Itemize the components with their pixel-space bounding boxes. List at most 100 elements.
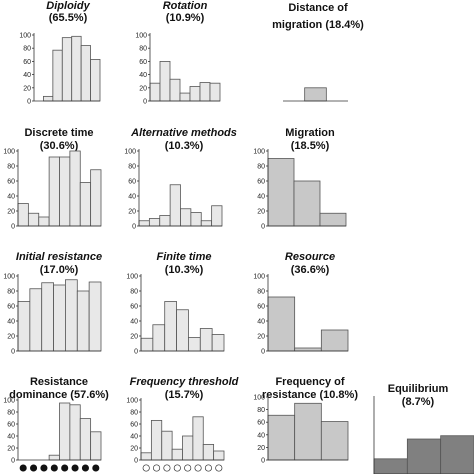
bar [202, 443, 215, 461]
bar [53, 284, 66, 352]
y-tick-label: 100 [124, 149, 136, 156]
bar [169, 78, 181, 102]
y-tick-label: 80 [23, 46, 31, 53]
y-tick-label: 100 [3, 398, 15, 405]
chart-title: Distance of [288, 2, 348, 14]
x-marker [81, 464, 89, 472]
y-tick-label: 100 [253, 274, 265, 281]
y-tick-label: 40 [130, 319, 138, 326]
bar [180, 208, 192, 227]
bar [65, 279, 78, 352]
bar [161, 430, 173, 461]
chart-title: Frequency threshold [130, 376, 239, 388]
bar [211, 334, 225, 352]
bar [79, 418, 92, 461]
y-tick-label: 20 [7, 209, 15, 216]
x-marker [184, 464, 192, 472]
chart-initial-resistance: Initial resistance(17.0%) 0 20 40 60 80 100 [3, 251, 102, 356]
x-marker [194, 464, 202, 472]
bar [52, 49, 63, 102]
y-tick-label: 0 [261, 224, 265, 231]
x-marker [173, 464, 181, 472]
bar [304, 87, 327, 102]
chart-subtitle: (8.7%) [402, 396, 435, 408]
chart-subtitle: resistance (10.8%) [262, 389, 358, 401]
chart-subtitle: (10.3%) [165, 264, 204, 276]
bar [320, 329, 349, 352]
bar [17, 203, 29, 227]
y-tick-label: 40 [139, 72, 147, 79]
chart-title: Equilibrium [388, 383, 449, 395]
y-tick-label: 20 [257, 334, 265, 341]
bar [200, 220, 213, 227]
bar [211, 205, 223, 227]
x-marker [215, 464, 223, 472]
y-tick-label: 0 [132, 224, 136, 231]
y-tick-label: 100 [3, 274, 15, 281]
y-tick-label: 0 [11, 349, 15, 356]
bar [159, 61, 171, 102]
y-tick-label: 40 [7, 194, 15, 201]
y-tick-label: 100 [135, 33, 147, 40]
chart-equilibrium: Equilibrium(8.7%) [373, 383, 474, 474]
chart-frequency-threshold: Frequency threshold(15.7%) 0 20 40 60 80 100 [126, 376, 239, 472]
bar [80, 45, 91, 102]
y-tick-label: 40 [7, 319, 15, 326]
y-tick-label: 20 [128, 209, 136, 216]
bar [169, 184, 181, 227]
chart-title: Frequency of [275, 376, 344, 388]
x-marker [40, 464, 48, 472]
y-tick-label: 80 [7, 289, 15, 296]
x-marker [50, 464, 58, 472]
y-tick-label: 60 [130, 304, 138, 311]
y-tick-label: 0 [261, 349, 265, 356]
y-tick-label: 60 [128, 179, 136, 186]
y-tick-label: 80 [130, 289, 138, 296]
chart-rotation: Rotation(10.9%) 0 20 40 60 80 100 [135, 0, 221, 106]
chart-subtitle: (30.6%) [40, 140, 79, 152]
bar [179, 92, 191, 102]
y-tick-label: 100 [126, 274, 138, 281]
bar [148, 218, 161, 227]
y-tick-label: 80 [257, 407, 265, 414]
y-tick-label: 20 [130, 334, 138, 341]
y-tick-label: 0 [27, 99, 31, 106]
bar [320, 421, 349, 461]
chart-discrete-time: Discrete time(30.6%) 0 20 40 60 80 100 [3, 127, 102, 231]
chart-title: Discrete time [24, 127, 93, 139]
bar [69, 404, 81, 461]
bar [29, 288, 43, 352]
chart-title: Rotation [163, 0, 208, 12]
bar [140, 452, 152, 461]
bar [76, 290, 90, 352]
bar [294, 402, 322, 461]
bar [90, 169, 102, 227]
chart-title: Diploidy [46, 0, 90, 12]
y-tick-label: 20 [7, 446, 15, 453]
chart-subtitle: (10.9%) [166, 12, 205, 24]
chart-title: Resource [285, 251, 335, 263]
y-tick-label: 80 [7, 410, 15, 417]
chart-subtitle: migration (18.4%) [272, 19, 364, 31]
y-tick-label: 60 [7, 179, 15, 186]
x-marker [92, 464, 100, 472]
y-tick-label: 60 [7, 304, 15, 311]
chart-subtitle: (17.0%) [40, 264, 79, 276]
bar [406, 438, 442, 474]
y-tick-label: 80 [7, 164, 15, 171]
bar [17, 301, 31, 352]
chart-subtitle: (10.3%) [165, 140, 204, 152]
bar [140, 337, 154, 352]
y-tick-label: 100 [19, 33, 31, 40]
bar [267, 158, 295, 227]
bar [159, 215, 171, 227]
bar [71, 35, 82, 102]
bar [294, 347, 322, 352]
bar [61, 37, 73, 102]
y-tick-label: 40 [7, 434, 15, 441]
y-tick-label: 60 [23, 59, 31, 66]
y-tick-label: 20 [7, 334, 15, 341]
bar [150, 419, 163, 461]
